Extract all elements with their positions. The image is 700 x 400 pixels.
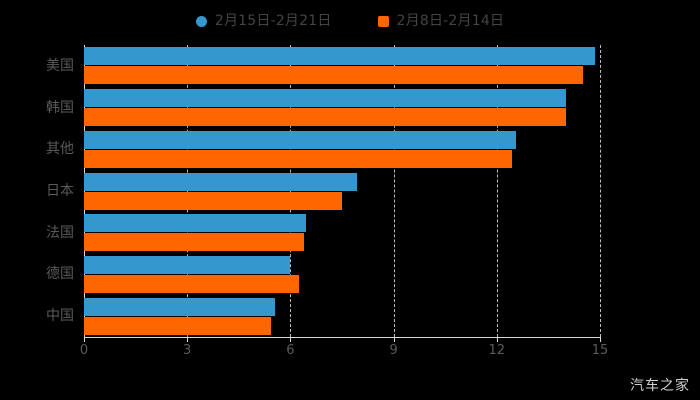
bar[interactable] (84, 108, 566, 127)
x-tick-label: 9 (389, 343, 398, 358)
plot-area (84, 45, 601, 337)
gridline-3 (187, 45, 189, 337)
bar[interactable] (84, 316, 272, 335)
bar[interactable] (84, 297, 275, 316)
y-axis-label: 韩国 (46, 99, 74, 116)
gridline-6 (290, 45, 292, 337)
tick-15 (600, 337, 601, 342)
y-axis-label: 中国 (46, 308, 74, 325)
bar-group (84, 255, 600, 293)
tick-9 (393, 337, 395, 342)
bar[interactable] (84, 255, 291, 274)
bar-group (84, 130, 600, 168)
bar[interactable] (84, 233, 305, 252)
bar[interactable] (84, 89, 566, 108)
chart-legend: 2月15日-2月21日 2月8日-2月14日 (0, 8, 700, 34)
x-tick-label: 6 (286, 343, 295, 358)
legend-swatch-icon-1 (377, 15, 389, 27)
gridline-15 (600, 45, 601, 337)
bar[interactable] (84, 191, 342, 210)
bar-group (84, 214, 600, 252)
bar[interactable] (84, 47, 595, 66)
legend-label-1: 2月8日-2月14日 (396, 13, 505, 29)
y-axis-label: 美国 (46, 57, 74, 74)
y-axis-label: 德国 (46, 266, 74, 283)
bar[interactable] (84, 274, 299, 293)
gridline-9 (393, 45, 395, 337)
tick-0 (84, 337, 85, 342)
x-tick-label: 0 (79, 343, 89, 358)
x-axis-line (84, 337, 601, 338)
bar[interactable] (84, 149, 513, 168)
tick-3 (187, 337, 189, 342)
gridline-0 (84, 45, 85, 337)
gridline-12 (496, 45, 498, 337)
bar[interactable] (84, 66, 583, 85)
y-axis-label: 日本 (46, 183, 74, 199)
x-tick-label: 12 (488, 343, 506, 358)
legend-label-0: 2月15日-2月21日 (214, 13, 332, 29)
bar-group (84, 172, 600, 210)
legend-swatch-icon-0 (195, 15, 207, 27)
x-tick-label: 15 (591, 343, 609, 358)
tick-12 (496, 337, 498, 342)
y-axis-label: 其他 (46, 141, 74, 158)
bar[interactable] (84, 130, 516, 149)
legend-item-0[interactable]: 2月15日-2月21日 (195, 13, 332, 29)
bar-group (84, 89, 600, 127)
x-axis-tick-labels: 0 3 6 9 12 15 (0, 343, 700, 363)
tick-6 (290, 337, 292, 342)
bar[interactable] (84, 172, 358, 191)
bar[interactable] (84, 214, 306, 233)
legend-item-1[interactable]: 2月8日-2月14日 (377, 13, 505, 29)
bar-group (84, 297, 600, 335)
watermark: 汽车之家 (630, 378, 690, 394)
x-tick-label: 3 (183, 343, 192, 358)
y-axis-label: 法国 (46, 224, 74, 241)
y-axis-labels: 美国韩国其他日本法国德国中国 (0, 45, 74, 337)
bar-group (84, 47, 600, 85)
